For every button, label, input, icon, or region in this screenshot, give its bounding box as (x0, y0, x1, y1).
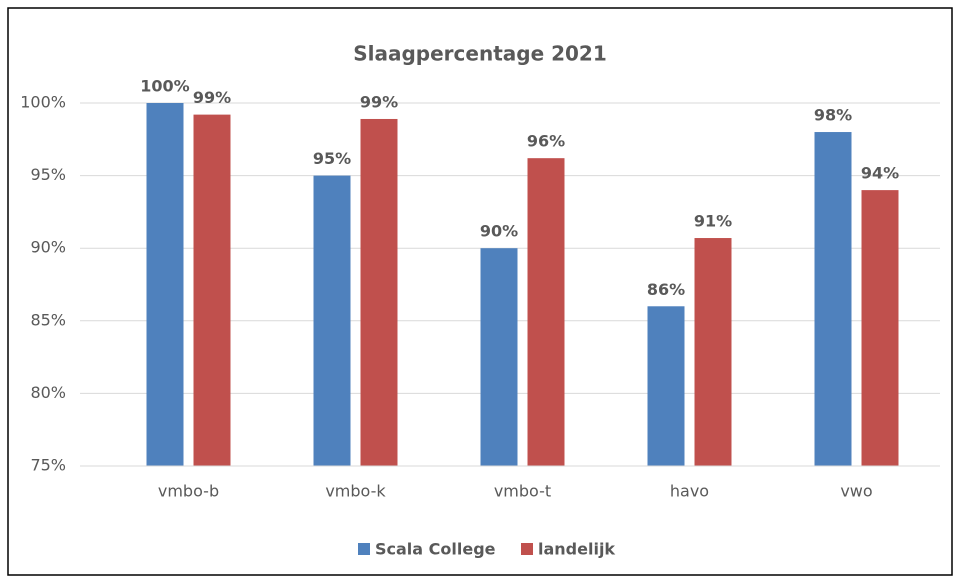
x-tick-label: vmbo-t (494, 482, 551, 501)
value-label: 91% (694, 212, 732, 231)
y-tick-label: 100% (20, 93, 66, 112)
value-label: 99% (193, 88, 231, 107)
value-label: 100% (140, 77, 189, 96)
bar (193, 114, 231, 466)
y-tick-label: 75% (30, 456, 66, 475)
bar (861, 190, 899, 466)
y-tick-label: 85% (30, 310, 66, 329)
x-tick-label: vmbo-k (325, 482, 386, 501)
x-tick-label: vmbo-b (158, 482, 219, 501)
value-label: 86% (647, 280, 685, 299)
chart-title: Slaagpercentage 2021 (353, 42, 607, 66)
bar (527, 158, 565, 466)
value-label: 90% (480, 222, 518, 241)
bar (814, 132, 852, 467)
y-tick-label: 90% (30, 238, 66, 257)
y-tick-label: 95% (30, 165, 66, 184)
value-label: 96% (527, 132, 565, 151)
value-label: 94% (861, 164, 899, 183)
bar (146, 103, 184, 466)
legend-label: Scala College (375, 540, 496, 559)
bar (313, 175, 351, 466)
value-label: 98% (814, 106, 852, 125)
x-tick-label: vwo (840, 482, 872, 501)
x-tick-label: havo (670, 482, 709, 501)
bar (694, 238, 732, 466)
legend-label: landelijk (538, 540, 615, 559)
bar (480, 248, 518, 466)
bar (647, 306, 685, 466)
value-label: 99% (360, 92, 398, 111)
legend-swatch (358, 543, 370, 555)
value-label: 95% (313, 149, 351, 168)
y-tick-label: 80% (30, 383, 66, 402)
legend-swatch (521, 543, 533, 555)
bar (360, 118, 398, 467)
